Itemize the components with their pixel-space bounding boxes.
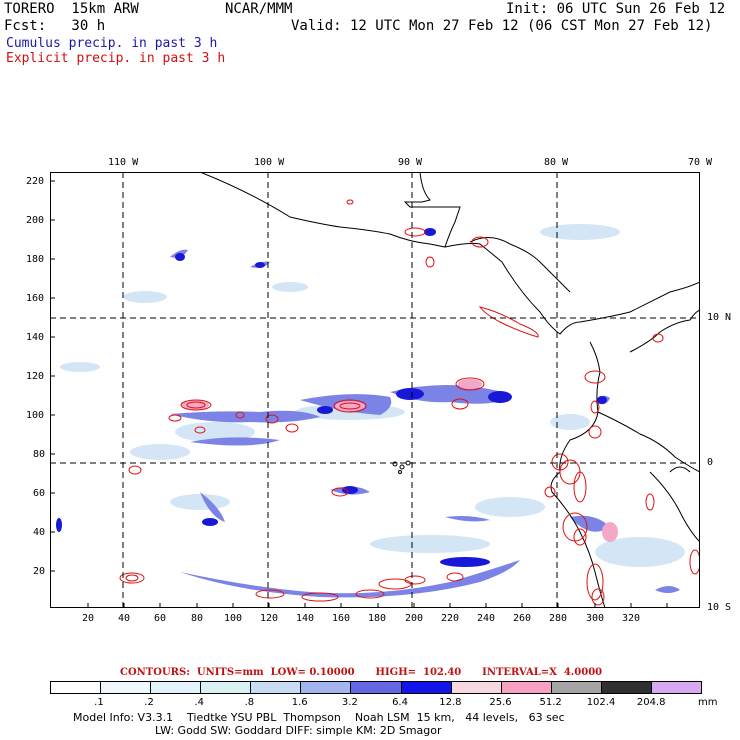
y-tick: 200 — [26, 215, 45, 226]
y-tick: 60 — [33, 488, 46, 499]
colorbar-level: 204.8 — [636, 697, 666, 708]
colorbar-level: .2 — [144, 697, 154, 708]
colorbar-cell — [651, 682, 702, 693]
x-tick: 40 — [118, 613, 131, 624]
colorbar-level: 1.6 — [291, 697, 308, 708]
lat-label: 10 S — [707, 602, 732, 613]
org-label: NCAR/MMM — [225, 1, 293, 17]
lat-label: 10 N — [707, 312, 732, 323]
y-tick: 180 — [26, 254, 45, 265]
y-tick: 160 — [26, 293, 45, 304]
x-tick: 120 — [260, 613, 279, 624]
physics-info: LW: Godd SW: Goddard DIFF: simple KM: 2D… — [155, 724, 442, 737]
colorbar-cell — [101, 682, 152, 693]
y-tick: 140 — [26, 332, 45, 343]
lon-label: 70 W — [688, 157, 713, 168]
moderate-precip-areas — [170, 249, 680, 598]
colorbar-cell — [551, 682, 602, 693]
colorbar-cell — [401, 682, 452, 693]
explicit-precip-contours — [119, 199, 700, 606]
y-tick: 40 — [33, 527, 46, 538]
colorbar-cell — [601, 682, 652, 693]
tick-marks — [50, 180, 668, 608]
colorbar-level: 12.8 — [439, 697, 462, 708]
colorbar — [50, 681, 702, 694]
y-tick: 100 — [26, 410, 45, 421]
cumulus-legend: Cumulus precip. in past 3 h — [6, 36, 218, 51]
y-tick: 220 — [26, 176, 45, 187]
colorbar-cell — [351, 682, 402, 693]
x-tick: 220 — [441, 613, 460, 624]
colorbar-level: .1 — [94, 697, 104, 708]
colorbar-unit: mm — [698, 697, 718, 708]
precipitation-map — [50, 172, 700, 608]
model-info: Model Info: V3.3.1 Tiedtke YSU PBL Thomp… — [73, 711, 565, 724]
colorbar-cell — [201, 682, 252, 693]
colorbar-cell — [451, 682, 502, 693]
x-tick: 300 — [586, 613, 605, 624]
lon-label: 90 W — [398, 157, 423, 168]
explicit-legend: Explicit precip. in past 3 h — [6, 51, 226, 66]
x-tick: 260 — [513, 613, 532, 624]
colorbar-level: 102.4 — [586, 697, 616, 708]
x-tick: 200 — [405, 613, 424, 624]
contours-info: CONTOURS: UNITS=mm LOW= 0.10000 HIGH= 10… — [120, 667, 603, 678]
init-time: Init: 06 UTC Sun 26 Feb 12 — [506, 1, 726, 17]
lon-label: 80 W — [544, 157, 569, 168]
x-tick: 160 — [332, 613, 351, 624]
lon-label: 110 W — [108, 157, 139, 168]
lat-label: 0 — [707, 457, 714, 468]
y-tick: 80 — [33, 449, 46, 460]
map-frame — [50, 172, 700, 608]
x-tick: 80 — [191, 613, 204, 624]
x-tick: 320 — [622, 613, 641, 624]
coastlines — [199, 172, 700, 608]
x-tick: 240 — [477, 613, 496, 624]
x-tick: 20 — [82, 613, 95, 624]
model-title: TORERO 15km ARW — [4, 1, 139, 17]
y-tick: 120 — [26, 371, 45, 382]
y-tick: 20 — [33, 566, 46, 577]
colorbar-cell — [301, 682, 352, 693]
forecast-hour: Fcst: 30 h — [4, 18, 106, 34]
colorbar-cell — [251, 682, 302, 693]
lon-label: 100 W — [254, 157, 285, 168]
heavy-precip-areas — [56, 228, 607, 567]
colorbar-level: .8 — [244, 697, 255, 708]
colorbar-level: 3.2 — [341, 697, 358, 708]
colorbar-cell — [501, 682, 552, 693]
x-tick: 60 — [154, 613, 167, 624]
colorbar-level: .4 — [194, 697, 204, 708]
valid-time: Valid: 12 UTC Mon 27 Feb 12 (06 CST Mon … — [291, 18, 713, 34]
lat-lon-grid — [50, 172, 700, 608]
colorbar-cell — [51, 682, 102, 693]
x-tick: 280 — [549, 613, 568, 624]
colorbar-cell — [151, 682, 202, 693]
x-tick: 100 — [224, 613, 243, 624]
colorbar-level: 6.4 — [392, 697, 408, 708]
x-tick: 180 — [368, 613, 387, 624]
x-tick: 140 — [296, 613, 315, 624]
colorbar-level: 25.6 — [489, 697, 512, 708]
colorbar-level: 51.2 — [539, 697, 562, 708]
